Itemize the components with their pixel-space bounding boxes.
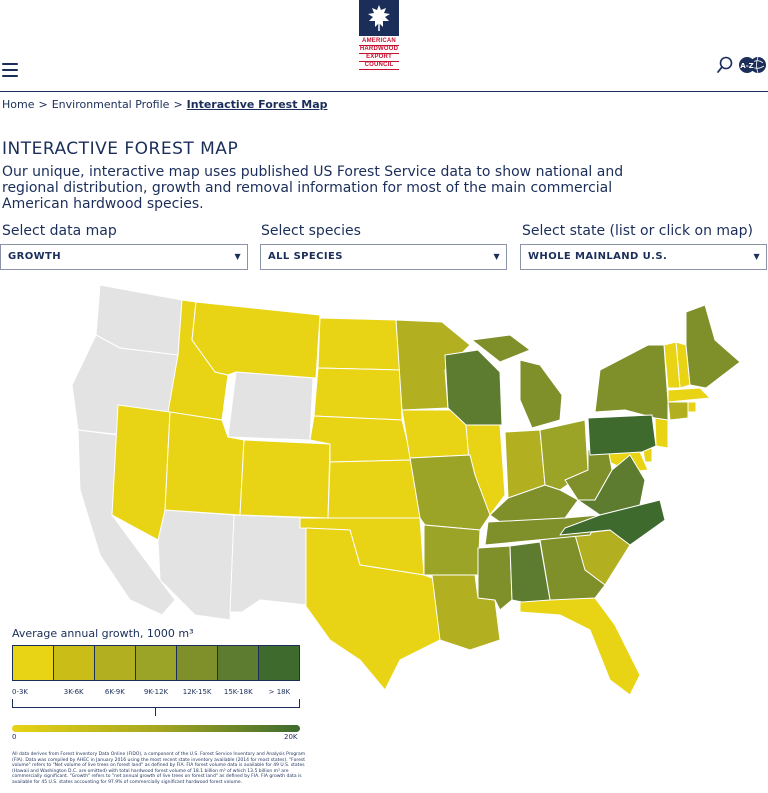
legend-range-label: 9K-12K bbox=[143, 688, 169, 696]
state-minnesota[interactable] bbox=[395, 319, 471, 411]
logo-text: AMERICAN HARDWOOD EXPORT COUNCIL bbox=[359, 38, 399, 70]
search-icon[interactable] bbox=[716, 56, 734, 74]
legend-bracket bbox=[12, 699, 300, 708]
state-new-york[interactable] bbox=[594, 344, 669, 421]
state-north-carolina[interactable] bbox=[559, 499, 666, 546]
gradient-max-label: 20K bbox=[284, 733, 298, 741]
state-pennsylvania[interactable] bbox=[587, 414, 657, 456]
state-value: WHOLE MAINLAND U.S. bbox=[528, 251, 668, 262]
state-michigan[interactable] bbox=[471, 334, 563, 429]
legend-range-label: 12K-15K bbox=[182, 688, 212, 696]
data-map-label: Select data map bbox=[2, 223, 117, 239]
breadcrumb-environmental-profile[interactable]: Environmental Profile bbox=[51, 98, 170, 111]
species-select[interactable]: ALL SPECIES ▼ bbox=[260, 244, 507, 270]
chevron-down-icon: ▼ bbox=[753, 252, 760, 261]
page-title: INTERACTIVE FOREST MAP bbox=[2, 139, 239, 159]
hamburger-icon[interactable] bbox=[2, 63, 18, 77]
state-connecticut[interactable] bbox=[667, 401, 689, 421]
legend-range-label: > 18K bbox=[268, 688, 291, 696]
state-montana[interactable] bbox=[191, 301, 321, 379]
ahec-logo[interactable]: AMERICAN HARDWOOD EXPORT COUNCIL bbox=[359, 0, 399, 78]
species-value: ALL SPECIES bbox=[268, 251, 343, 262]
data-map-value: GROWTH bbox=[8, 251, 62, 262]
legend-range-label: 0-3K bbox=[12, 688, 29, 696]
state-texas[interactable] bbox=[259, 527, 441, 691]
state-new-jersey[interactable] bbox=[654, 417, 669, 449]
state-wyoming[interactable] bbox=[227, 371, 314, 441]
legend-swatch bbox=[95, 646, 136, 680]
legend-gradient-bar bbox=[12, 725, 300, 732]
legend-swatch bbox=[13, 646, 54, 680]
breadcrumb-separator: > bbox=[38, 98, 48, 111]
state-arkansas[interactable] bbox=[423, 524, 481, 576]
state-missouri[interactable] bbox=[409, 454, 491, 531]
legend-bracket-tick bbox=[155, 708, 156, 716]
state-florida[interactable] bbox=[519, 597, 641, 696]
breadcrumb-separator: > bbox=[173, 98, 183, 111]
species-label: Select species bbox=[261, 223, 361, 239]
data-map-select[interactable]: GROWTH ▼ bbox=[0, 244, 248, 270]
state-select[interactable]: WHOLE MAINLAND U.S. ▼ bbox=[520, 244, 767, 270]
state-massachusetts[interactable] bbox=[667, 387, 711, 403]
site-header: AMERICAN HARDWOOD EXPORT COUNCIL A-Z bbox=[0, 0, 768, 92]
state-louisiana[interactable] bbox=[431, 574, 501, 651]
state-label: Select state (list or click on map) bbox=[522, 223, 753, 239]
breadcrumb: Home > Environmental Profile > Interactive F… bbox=[2, 98, 328, 111]
chevron-down-icon: ▼ bbox=[234, 252, 241, 261]
legend-range-label: 15K-18K bbox=[223, 688, 253, 696]
legend-range-label: 3K-6K bbox=[63, 688, 84, 696]
gradient-min-label: 0 bbox=[12, 733, 17, 741]
legend-swatches bbox=[12, 645, 300, 681]
svg-text:A-Z: A-Z bbox=[740, 62, 753, 70]
legend-range-labels: 0-3K 3K-6K 6K-9K 9K-12K 12K-15K 15K-18K … bbox=[12, 688, 300, 696]
breadcrumb-current[interactable]: Interactive Forest Map bbox=[186, 98, 328, 111]
us-forest-map[interactable] bbox=[0, 282, 768, 702]
state-new-mexico[interactable] bbox=[229, 514, 311, 613]
data-source-footnote: All data derives from Forest Inventory D… bbox=[12, 752, 306, 785]
state-maine[interactable] bbox=[685, 304, 741, 389]
legend-swatch bbox=[177, 646, 218, 680]
legend-swatch bbox=[54, 646, 95, 680]
legend-range-label: 6K-9K bbox=[104, 688, 125, 696]
state-nevada[interactable] bbox=[111, 404, 171, 541]
legend-swatch bbox=[259, 646, 299, 680]
state-wisconsin[interactable] bbox=[444, 349, 503, 426]
legend-title: Average annual growth, 1000 m³ bbox=[12, 627, 194, 640]
legend-swatch bbox=[136, 646, 177, 680]
state-kansas[interactable] bbox=[327, 459, 421, 519]
legend-swatch bbox=[218, 646, 259, 680]
state-colorado[interactable] bbox=[239, 439, 331, 519]
header-divider bbox=[0, 91, 768, 92]
az-globe-icon[interactable]: A-Z bbox=[738, 56, 768, 74]
page-intro: Our unique, interactive map uses publish… bbox=[2, 164, 624, 212]
chevron-down-icon: ▼ bbox=[493, 252, 500, 261]
breadcrumb-home[interactable]: Home bbox=[2, 98, 35, 111]
state-alabama[interactable] bbox=[509, 541, 551, 603]
state-rhode-island[interactable] bbox=[687, 401, 697, 413]
oak-leaf-icon bbox=[359, 0, 399, 36]
state-south-dakota[interactable] bbox=[313, 367, 403, 421]
state-north-dakota[interactable] bbox=[317, 317, 401, 371]
state-vermont[interactable] bbox=[663, 341, 681, 389]
